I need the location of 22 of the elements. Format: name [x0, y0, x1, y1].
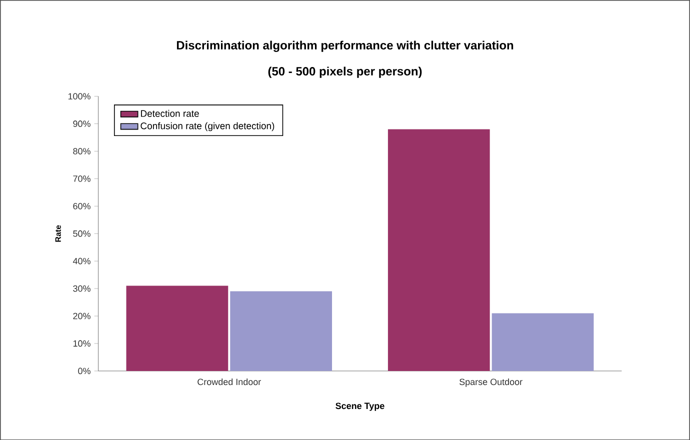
y-tick-label: 20%: [73, 312, 90, 320]
y-tick-label: 90%: [73, 120, 90, 127]
y-tick-label: 100%: [68, 92, 90, 100]
bar: [492, 313, 594, 371]
x-tick-label: Crowded Indoor: [198, 378, 261, 385]
bar: [230, 291, 332, 371]
y-tick-label: 30%: [73, 285, 90, 292]
x-axis-title: Scene Type: [336, 402, 384, 411]
y-tick-label: 40%: [72, 258, 90, 264]
y-tick-label: 50%: [73, 230, 90, 237]
y-tick-label: 70%: [73, 175, 90, 182]
legend-label: Detection rate: [141, 110, 199, 117]
x-tick-label: Sparse Outdoor: [460, 378, 522, 387]
y-tick-label: 0%: [78, 368, 90, 374]
bar: [126, 286, 228, 371]
y-tick-label: 80%: [73, 148, 90, 154]
chart-subtitle: (50 - 500 pixels per person): [268, 66, 422, 78]
legend-label: Confusion rate (given detection): [140, 122, 274, 131]
y-tick-label: 10%: [73, 340, 90, 347]
y-tick-label: 60%: [73, 202, 90, 210]
bar: [388, 129, 490, 371]
chart-title: Discrimination algorithm performance with clutter variation: [176, 40, 514, 52]
